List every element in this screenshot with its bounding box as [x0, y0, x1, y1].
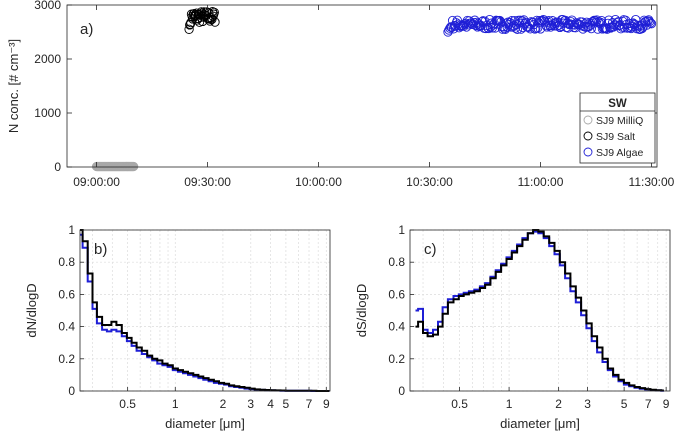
- data-point: [523, 22, 534, 32]
- data-point: [512, 24, 523, 34]
- chart-panel-b: 0 0.2 0.4 0.6 0.8 1 0.5 1 2 3 4 5 7 9 b) diameter [μm] d…: [24, 223, 331, 431]
- series-line-sj9-algae: [80, 233, 330, 392]
- x-tick-label: 4: [267, 397, 274, 411]
- x-tick-label: 10:30:00: [406, 175, 453, 189]
- x-tick-label: 2: [555, 397, 562, 411]
- axes-box: [79, 229, 331, 392]
- x-tick-label: 0.5: [451, 397, 468, 411]
- data-point: [209, 7, 219, 18]
- legend-title: SW: [608, 98, 627, 110]
- x-tick-label: 7: [645, 397, 652, 411]
- x-tick-label: 3: [584, 397, 591, 411]
- chart-panel-a: 0 1000 2000 3000 09:00:00 09:30:00 10:00:00 10:…: [6, 0, 675, 189]
- series-sj9-salt: [184, 7, 220, 34]
- axes-box: [66, 4, 658, 168]
- series-line-sj9-salt: [415, 229, 664, 392]
- x-tick-label: 11:30:00: [629, 175, 675, 189]
- y-axis-label: dS/dlogD: [354, 284, 369, 337]
- data-point: [210, 17, 220, 27]
- data-point: [646, 19, 657, 29]
- y-tick-label: 0: [398, 384, 405, 398]
- x-tick-label: 11:00:00: [518, 175, 564, 189]
- x-tick-label: 9: [323, 397, 330, 411]
- y-axis-label: N conc. [# cm⁻³]: [6, 39, 21, 133]
- y-tick-label: 0.2: [58, 352, 75, 366]
- y-tick-label: 0: [54, 160, 61, 174]
- data-point: [644, 16, 655, 27]
- data-point: [544, 16, 554, 26]
- x-tick-label: 10:00:00: [295, 175, 342, 189]
- x-tick-label: 1: [172, 397, 179, 411]
- data-point: [602, 24, 612, 34]
- x-tick-label: 7: [306, 397, 313, 411]
- y-tick-label: 0: [68, 384, 75, 398]
- data-point: [552, 21, 562, 31]
- data-point: [635, 24, 646, 34]
- data-point: [480, 16, 490, 26]
- panel-label: b): [94, 241, 107, 258]
- series-line-sj9-algae: [415, 230, 664, 392]
- legend: SW SJ9 MilliQ SJ9 Salt SJ9 Algae: [579, 92, 656, 164]
- data-point: [463, 20, 473, 30]
- legend-marker: [583, 115, 593, 125]
- x-tick-label: 0.5: [119, 397, 136, 411]
- x-tick-label: 2: [220, 397, 227, 411]
- series-sj9-milliq: [91, 161, 139, 172]
- y-tick-label: 0.6: [388, 287, 405, 301]
- x-tick-label: 09:30:00: [184, 175, 231, 189]
- legend-label: SJ9 Salt: [596, 131, 635, 143]
- axes-box: [409, 229, 671, 392]
- data-point: [645, 18, 656, 28]
- x-tick-label: 3: [247, 397, 254, 411]
- x-tick-label: 5: [621, 397, 628, 411]
- y-tick-label: 0.6: [58, 287, 75, 301]
- y-tick-label: 0.4: [58, 320, 75, 334]
- x-axis-label: diameter [μm]: [500, 416, 580, 431]
- y-tick-label: 1: [68, 223, 75, 237]
- data-point: [639, 15, 649, 25]
- x-tick-label: 5: [283, 397, 290, 411]
- x-tick-label: 1: [506, 397, 513, 411]
- y-tick-label: 0.2: [388, 352, 405, 366]
- chart-panel-c: 0 0.2 0.4 0.6 0.8 1 0.5 1 2 3 5 7 9 c) diameter [μm] dS…: [354, 223, 671, 431]
- x-tick-label: 9: [663, 397, 670, 411]
- legend-label: SJ9 MilliQ: [596, 115, 643, 127]
- y-tick-label: 1: [398, 223, 405, 237]
- legend-marker: [583, 131, 593, 141]
- y-tick-label: 0.4: [388, 320, 405, 334]
- y-tick-label: 0.8: [58, 255, 75, 269]
- data-point: [563, 23, 573, 33]
- legend-marker: [583, 147, 593, 157]
- data-point: [601, 23, 611, 34]
- y-tick-label: 3000: [34, 0, 61, 12]
- y-tick-label: 0.8: [388, 255, 405, 269]
- panel-label: a): [80, 21, 93, 38]
- y-tick-label: 1000: [34, 106, 61, 120]
- panel-label: c): [424, 241, 437, 258]
- legend-box: [579, 92, 656, 164]
- data-point: [542, 22, 552, 32]
- data-point: [185, 20, 195, 30]
- legend-label: SJ9 Algae: [596, 147, 643, 159]
- y-tick-label: 2000: [34, 52, 61, 66]
- series-sj9-algae: [443, 14, 657, 37]
- data-point: [586, 23, 596, 34]
- data-point: [128, 161, 139, 172]
- x-axis-label: diameter [μm]: [165, 416, 245, 431]
- data-point: [184, 24, 194, 34]
- x-tick-label: 09:00:00: [73, 175, 120, 189]
- y-axis-label: dN/dlogD: [24, 283, 39, 337]
- series-line-sj9-salt: [80, 229, 330, 392]
